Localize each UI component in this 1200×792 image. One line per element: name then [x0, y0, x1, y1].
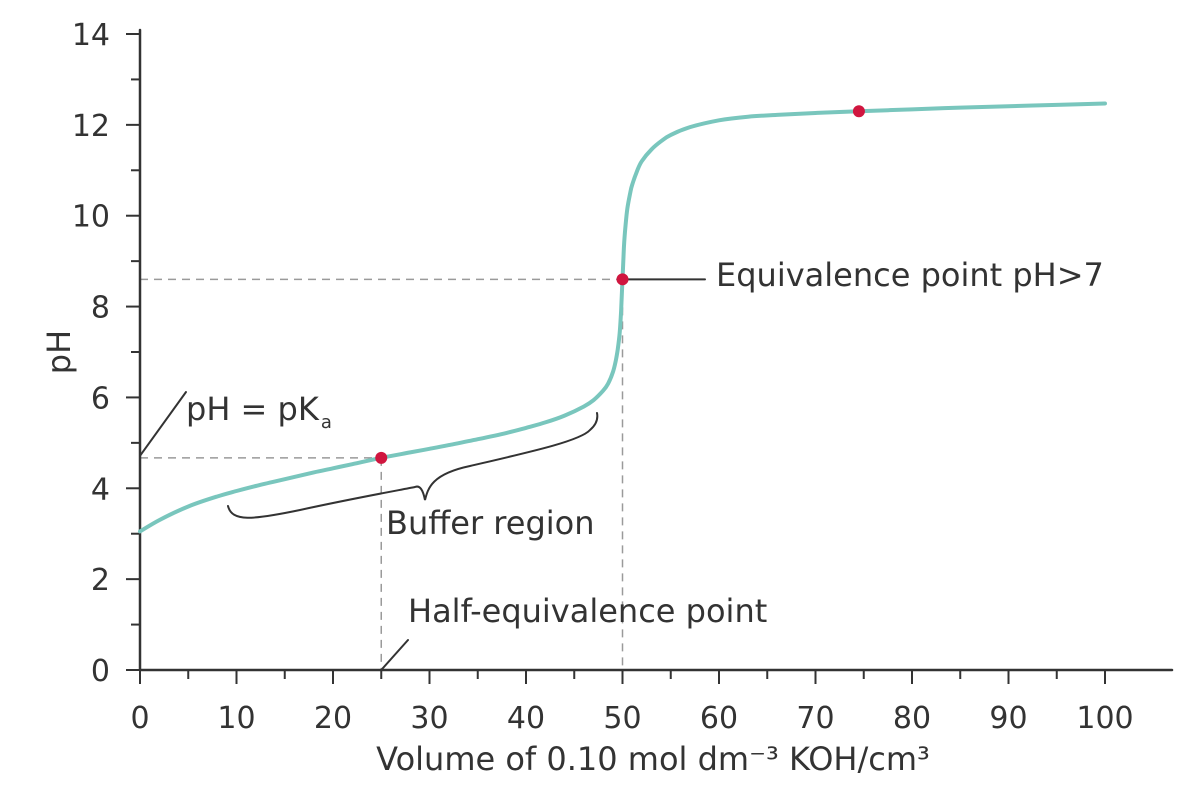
x-tick-label: 70 — [796, 701, 834, 736]
marker-equivalence — [616, 273, 629, 286]
y-tick-label: 14 — [72, 18, 110, 53]
x-tick-label: 100 — [1076, 701, 1133, 736]
x-tick-label: 90 — [989, 701, 1027, 736]
pka-label-subscript: a — [321, 412, 332, 433]
x-axis-title: Volume of 0.10 mol dm⁻³ KOH/cm³ — [376, 740, 930, 778]
markers-layer — [375, 105, 865, 464]
x-tick-label: 50 — [603, 701, 641, 736]
y-tick-label: 8 — [91, 291, 110, 326]
pka-label: pH = pK a — [186, 390, 332, 433]
y-tick-label: 12 — [72, 109, 110, 144]
y-tick-label: 0 — [91, 654, 110, 689]
x-tick-label: 20 — [314, 701, 352, 736]
x-tick-label: 60 — [700, 701, 738, 736]
x-tick-label: 40 — [507, 701, 545, 736]
y-axis-ticks: 0 2 4 6 8 10 12 14 — [72, 18, 140, 689]
axes — [138, 28, 1174, 672]
half-equivalence-label: Half-equivalence point — [408, 592, 767, 630]
x-tick-label: 10 — [217, 701, 255, 736]
x-tick-label: 80 — [893, 701, 931, 736]
series-layer — [138, 101, 1107, 534]
y-tick-label: 2 — [91, 563, 110, 598]
annotation-decor — [139, 278, 706, 671]
x-tick-label: 30 — [410, 701, 448, 736]
y-tick-label: 4 — [91, 472, 110, 507]
half-equivalence-connector — [380, 639, 409, 671]
pka-connector — [139, 391, 187, 457]
marker-excess-base — [852, 105, 865, 118]
titration-curve — [138, 101, 1107, 534]
buffer-region-label: Buffer region — [386, 504, 595, 542]
x-tick-label: 0 — [130, 701, 149, 736]
pka-label-main: pH = pK — [186, 390, 320, 428]
y-tick-label: 10 — [72, 200, 110, 235]
y-axis-title: pH — [40, 330, 78, 374]
x-axis-ticks: 0 10 20 30 40 50 60 70 80 90 100 — [130, 670, 1134, 736]
y-tick-label: 6 — [91, 381, 110, 416]
marker-half-equivalence — [375, 451, 388, 464]
buffer-region-brace — [227, 412, 599, 519]
equivalence-point-label: Equivalence point pH>7 — [716, 256, 1104, 294]
